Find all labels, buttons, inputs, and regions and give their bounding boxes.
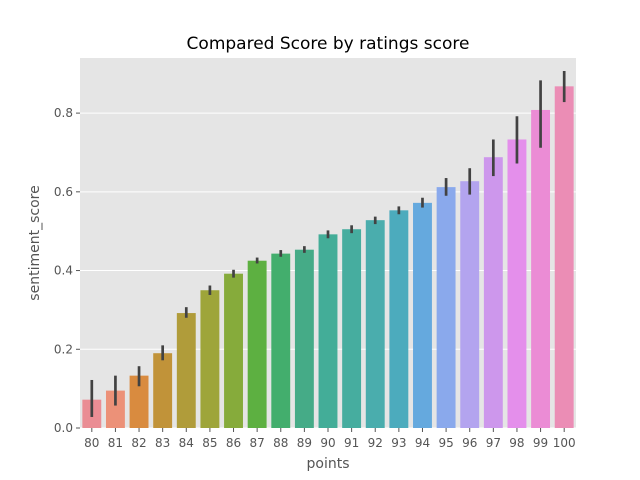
x-ticks: 80 81 82 83 84 85 86 87 88 89 90 91 92 93 94 95 96 97 98 99…	[84, 428, 576, 450]
bar-88	[271, 253, 291, 428]
bar-89	[294, 249, 314, 428]
bar-85	[200, 290, 220, 428]
bar-95	[436, 187, 456, 428]
bar-83	[153, 353, 173, 428]
bars-layer	[82, 86, 574, 429]
bar-100	[554, 86, 574, 428]
y-axis-label: sentiment_score	[27, 185, 43, 300]
x-tick-label: 98	[509, 436, 524, 450]
x-tick-label: 84	[179, 436, 194, 450]
x-tick-label: 95	[438, 436, 453, 450]
x-tick-label: 83	[155, 436, 170, 450]
bar-86	[224, 273, 243, 428]
bar-84	[176, 313, 196, 428]
bar-87	[247, 260, 267, 428]
bar-92	[365, 220, 385, 428]
x-tick-label: 94	[415, 436, 430, 450]
x-tick-label: 91	[344, 436, 359, 450]
y-tick-label: 0.2	[54, 342, 73, 356]
errors-layer	[90, 70, 566, 417]
x-tick-label: 93	[391, 436, 406, 450]
x-tick-label: 100	[553, 436, 576, 450]
x-tick-label: 90	[320, 436, 335, 450]
y-tick-label: 0.6	[54, 185, 73, 199]
y-tick-label: 0.0	[54, 421, 73, 435]
y-tick-label: 0.8	[54, 106, 73, 120]
bar-81	[105, 390, 125, 428]
x-tick-label: 81	[108, 436, 123, 450]
x-tick-label: 99	[533, 436, 548, 450]
x-tick-label: 80	[84, 436, 99, 450]
x-tick-label: 85	[202, 436, 217, 450]
bar-91	[342, 229, 362, 428]
x-tick-label: 89	[297, 436, 312, 450]
bar-82	[129, 375, 149, 428]
bar-90	[318, 234, 338, 428]
bar-94	[413, 202, 432, 428]
x-tick-label: 82	[131, 436, 146, 450]
x-tick-label: 97	[486, 436, 501, 450]
y-tick-label: 0.4	[54, 264, 73, 278]
bar-99	[531, 109, 551, 428]
bar-98	[507, 139, 527, 428]
x-tick-label: 96	[462, 436, 477, 450]
x-tick-label: 87	[250, 436, 265, 450]
x-tick-label: 92	[368, 436, 383, 450]
x-axis-label: points	[307, 456, 350, 472]
bar-96	[460, 181, 480, 428]
bar-97	[483, 157, 503, 429]
x-tick-label: 88	[273, 436, 288, 450]
y-ticks: 0.0 0.2 0.4 0.6 0.8	[54, 106, 80, 435]
bar-93	[389, 210, 409, 428]
chart-title: Compared Score by ratings score	[187, 34, 470, 54]
x-tick-label: 86	[226, 436, 241, 450]
